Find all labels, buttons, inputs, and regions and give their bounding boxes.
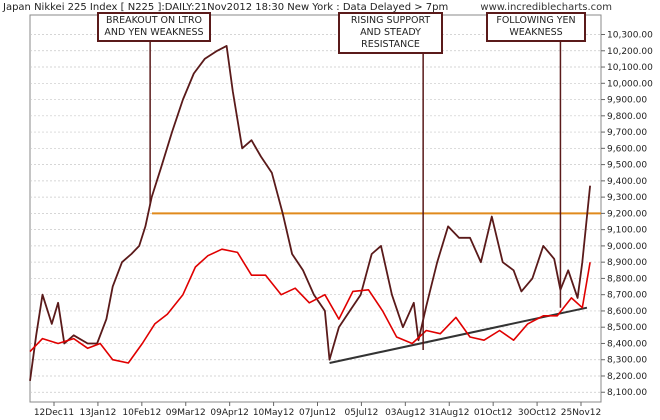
x-tick-label: 09Mar12 xyxy=(166,408,206,418)
y-tick-label: 9,800.00 xyxy=(607,112,647,122)
y-tick-label: 9,100.00 xyxy=(607,226,647,236)
y-tick-label: 9,600.00 xyxy=(607,144,647,154)
annotation-box: FOLLOWING YEN WEAKNESS xyxy=(486,12,586,42)
y-tick-label: 9,000.00 xyxy=(607,242,647,252)
y-tick-label: 8,300.00 xyxy=(607,356,647,366)
y-tick-label: 8,100.00 xyxy=(607,388,647,398)
y-tick-label: 8,400.00 xyxy=(607,339,647,349)
y-tick-label: 8,900.00 xyxy=(607,258,647,268)
x-tick-label: 01Oct12 xyxy=(474,408,512,418)
annotation-box: BREAKOUT ON LTRO AND YEN WEAKNESS xyxy=(97,12,211,42)
y-tick-label: 9,500.00 xyxy=(607,161,647,171)
plot-area xyxy=(29,14,602,403)
y-tick-label: 10,000.00 xyxy=(607,79,653,89)
x-tick-label: 10Feb12 xyxy=(122,408,161,418)
x-tick-label: 30Oct12 xyxy=(518,408,556,418)
y-tick-label: 9,700.00 xyxy=(607,128,647,138)
x-tick-label: 13Jan12 xyxy=(80,408,117,418)
y-tick-label: 8,200.00 xyxy=(607,372,647,382)
x-tick-label: 03Aug12 xyxy=(385,408,425,418)
x-tick-label: 07Jun12 xyxy=(299,408,336,418)
x-tick-label: 25Nov12 xyxy=(561,408,601,418)
y-tick-label: 8,500.00 xyxy=(607,323,647,333)
y-tick-label: 9,200.00 xyxy=(607,209,647,219)
y-tick-label: 8,800.00 xyxy=(607,274,647,284)
y-tick-label: 10,300.00 xyxy=(607,31,653,41)
support-trendline xyxy=(329,306,588,364)
x-tick-label: 09Apr12 xyxy=(210,408,248,418)
y-tick-label: 9,900.00 xyxy=(607,96,647,106)
y-tick-label: 8,600.00 xyxy=(607,307,647,317)
y-tick-label: 10,200.00 xyxy=(607,47,653,57)
y-tick-label: 10,100.00 xyxy=(607,63,653,73)
y-tick-label: 9,300.00 xyxy=(607,193,647,203)
watermark: www.incrediblecharts.com xyxy=(480,2,612,13)
y-tick-label: 9,400.00 xyxy=(607,177,647,187)
x-tick-label: 05Jul12 xyxy=(345,408,379,418)
y-tick-label: 8,700.00 xyxy=(607,291,647,301)
nikkei-price-line xyxy=(29,45,591,382)
x-tick-label: 31Aug12 xyxy=(429,408,469,418)
secondary-line xyxy=(29,248,591,364)
x-tick-label: 10May12 xyxy=(253,408,295,418)
annotation-box: RISING SUPPORT AND STEADY RESISTANCE xyxy=(338,12,443,54)
chart-title: Japan Nikkei 225 Index [ N225 ]:DAILY:21… xyxy=(3,2,449,13)
x-tick-label: 12Dec11 xyxy=(34,408,74,418)
